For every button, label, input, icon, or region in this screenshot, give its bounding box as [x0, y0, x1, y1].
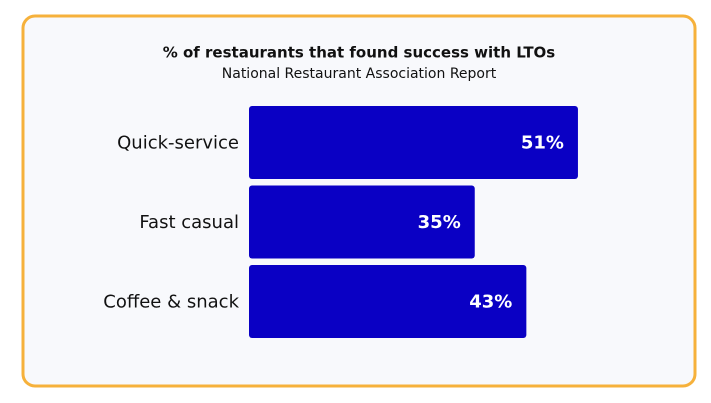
value-label: 43% — [469, 292, 512, 313]
value-label: 51% — [521, 133, 564, 154]
value-label: 35% — [418, 212, 461, 233]
category-label: Coffee & snack — [103, 292, 239, 313]
bar — [249, 106, 578, 179]
category-label: Quick-service — [117, 133, 239, 154]
category-label: Fast casual — [139, 212, 239, 233]
chart-title: % of restaurants that found success with… — [163, 44, 556, 62]
bar — [249, 185, 475, 259]
bar — [249, 265, 527, 338]
chart-subtitle: National Restaurant Association Report — [222, 66, 497, 82]
